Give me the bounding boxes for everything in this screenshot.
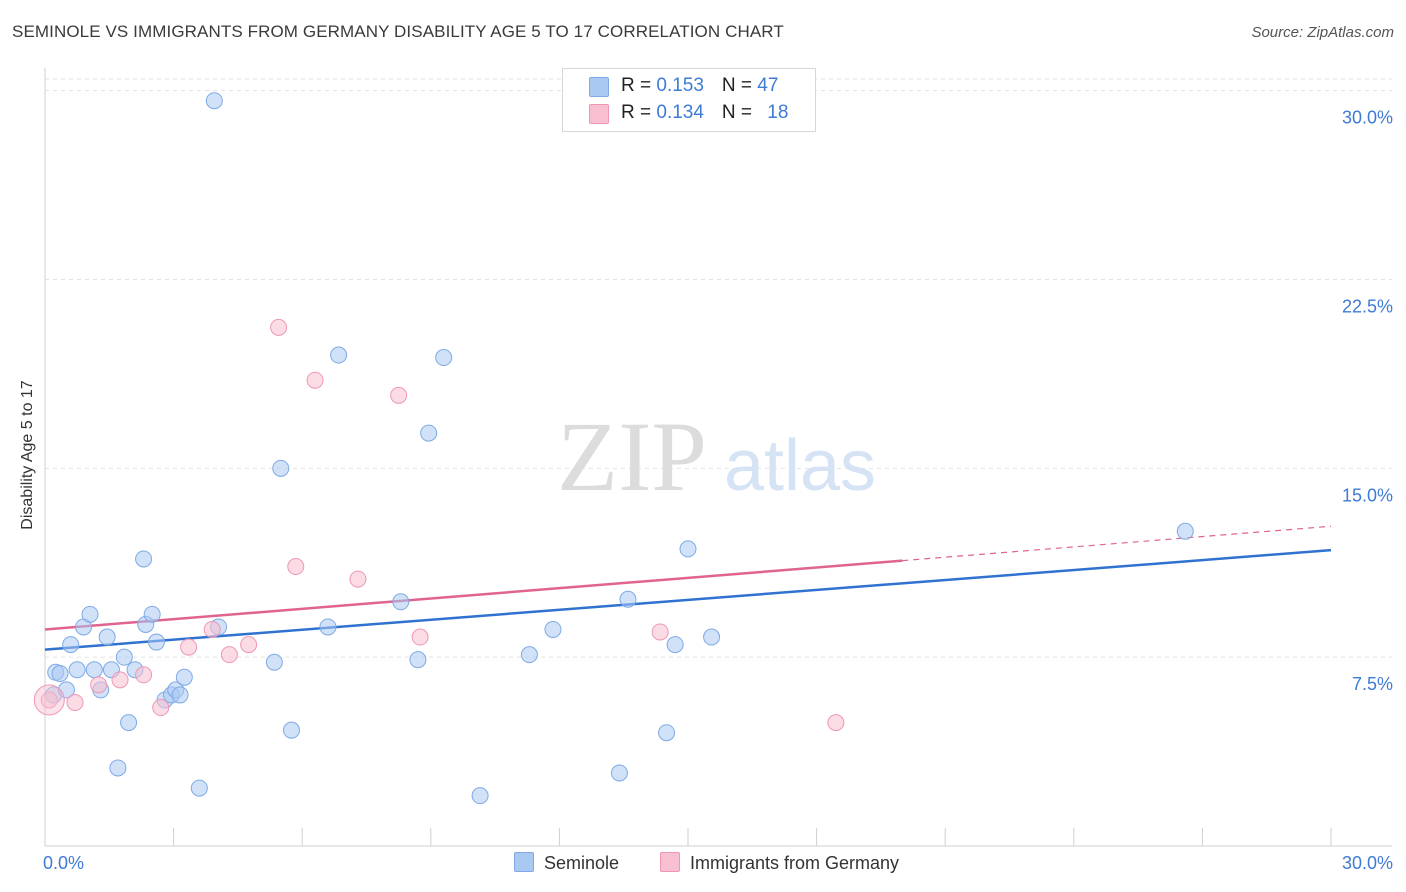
seminole-point bbox=[62, 636, 80, 654]
germany-trend-line-extension bbox=[902, 525, 1332, 562]
correlation-legend: R = 0.153 N = 47 R = 0.134 N = 18 bbox=[562, 68, 816, 132]
y-tick-label: 30.0% bbox=[1342, 108, 1393, 128]
germany-point bbox=[180, 638, 198, 656]
legend-n-value: 18 bbox=[767, 102, 789, 123]
watermark-zip: ZIP bbox=[557, 401, 707, 512]
x-tick-label-max: 30.0% bbox=[1342, 853, 1393, 873]
germany-point bbox=[90, 676, 108, 694]
germany-point bbox=[240, 636, 258, 654]
legend-r-label: R = bbox=[621, 75, 657, 96]
trend-layer bbox=[44, 525, 1332, 651]
grid-layer bbox=[45, 78, 1392, 658]
seminole-point bbox=[409, 651, 427, 669]
germany-point bbox=[411, 628, 429, 646]
seminole-point bbox=[703, 628, 721, 646]
germany-point bbox=[287, 558, 305, 576]
seminole-point bbox=[666, 636, 684, 654]
seminole-point bbox=[68, 661, 86, 679]
seminole-point bbox=[392, 593, 410, 611]
seminole-point bbox=[420, 424, 438, 442]
seminole-point bbox=[272, 459, 290, 477]
bottom-legend-swatch-germany bbox=[660, 852, 680, 872]
legend-n-value: 47 bbox=[757, 75, 779, 96]
germany-point bbox=[152, 699, 170, 717]
bottom-legend-seminole: Seminole bbox=[514, 852, 619, 874]
legend-swatch-seminole bbox=[589, 77, 609, 97]
seminole-point bbox=[115, 648, 133, 666]
seminole-point bbox=[190, 779, 208, 797]
legend-swatch-germany bbox=[589, 104, 609, 124]
germany-point bbox=[135, 666, 153, 684]
seminole-point bbox=[205, 92, 223, 110]
seminole-point bbox=[147, 633, 165, 651]
y-tick-label: 7.5% bbox=[1352, 674, 1393, 694]
legend-stats-seminole: R = 0.153 N = 47 bbox=[621, 75, 778, 97]
seminole-point bbox=[1176, 522, 1194, 540]
germany-point bbox=[66, 693, 84, 711]
seminole-point bbox=[610, 764, 628, 782]
germany-point bbox=[270, 318, 288, 336]
y-tick-label: 15.0% bbox=[1342, 485, 1393, 505]
legend-n-label: N = bbox=[721, 102, 758, 123]
germany-trend-line bbox=[44, 559, 903, 631]
seminole-point bbox=[544, 620, 562, 638]
germany-point-large bbox=[33, 684, 65, 716]
seminole-point bbox=[282, 721, 300, 739]
germany-point bbox=[349, 570, 367, 588]
seminole-point bbox=[98, 628, 116, 646]
seminole-point bbox=[319, 618, 337, 636]
seminole-point bbox=[265, 653, 283, 671]
seminole-point bbox=[679, 540, 697, 558]
legend-n-label: N = bbox=[721, 75, 758, 96]
germany-point bbox=[220, 646, 238, 664]
germany-point bbox=[111, 671, 129, 689]
seminole-point bbox=[85, 661, 103, 679]
seminole-point bbox=[175, 668, 193, 686]
chart-source: Source: ZipAtlas.com bbox=[1251, 24, 1394, 41]
bottom-legend-swatch-seminole bbox=[514, 852, 534, 872]
seminole-point bbox=[471, 787, 489, 805]
germany-point bbox=[306, 371, 324, 389]
seminole-point bbox=[143, 605, 161, 623]
germany-point bbox=[390, 386, 408, 404]
seminole-point bbox=[171, 686, 189, 704]
legend-r-value: 0.153 bbox=[656, 75, 704, 96]
watermark-atlas: atlas bbox=[724, 426, 876, 506]
germany-point bbox=[203, 620, 221, 638]
y-tick-label: 22.5% bbox=[1342, 296, 1393, 316]
seminole-point bbox=[135, 550, 153, 568]
watermark: ZIP atlas bbox=[557, 401, 876, 512]
legend-r-value: 0.134 bbox=[656, 102, 704, 123]
legend-stats-germany: R = 0.134 N = 18 bbox=[621, 102, 788, 124]
legend-r-label: R = bbox=[621, 102, 657, 123]
bottom-legend-label-seminole: Seminole bbox=[544, 853, 620, 873]
tick-label-layer: 7.5% 15.0% 22.5% 30.0% 0.0% 30.0% bbox=[43, 108, 1393, 873]
bottom-legend-germany: Immigrants from Germany bbox=[660, 852, 899, 874]
seminole-point bbox=[81, 605, 99, 623]
germany-point bbox=[827, 714, 845, 732]
point-layer bbox=[33, 92, 1194, 805]
seminole-point bbox=[57, 681, 75, 699]
seminole-point bbox=[658, 724, 676, 742]
seminole-point bbox=[435, 349, 453, 367]
bottom-legend-label-germany: Immigrants from Germany bbox=[690, 853, 900, 873]
seminole-point bbox=[619, 590, 637, 608]
germany-point bbox=[651, 623, 669, 641]
y-axis-label: Disability Age 5 to 17 bbox=[19, 380, 36, 530]
axis-layer bbox=[44, 68, 1392, 847]
seminole-point bbox=[109, 759, 127, 777]
germany-point bbox=[40, 691, 58, 709]
seminole-trend-line bbox=[44, 548, 1332, 651]
seminole-point bbox=[120, 714, 138, 732]
seminole-point bbox=[520, 646, 538, 664]
x-tick-label-min: 0.0% bbox=[43, 853, 84, 873]
chart-title: SEMINOLE VS IMMIGRANTS FROM GERMANY DISA… bbox=[12, 22, 784, 41]
seminole-point bbox=[51, 665, 69, 683]
seminole-point bbox=[330, 346, 348, 364]
